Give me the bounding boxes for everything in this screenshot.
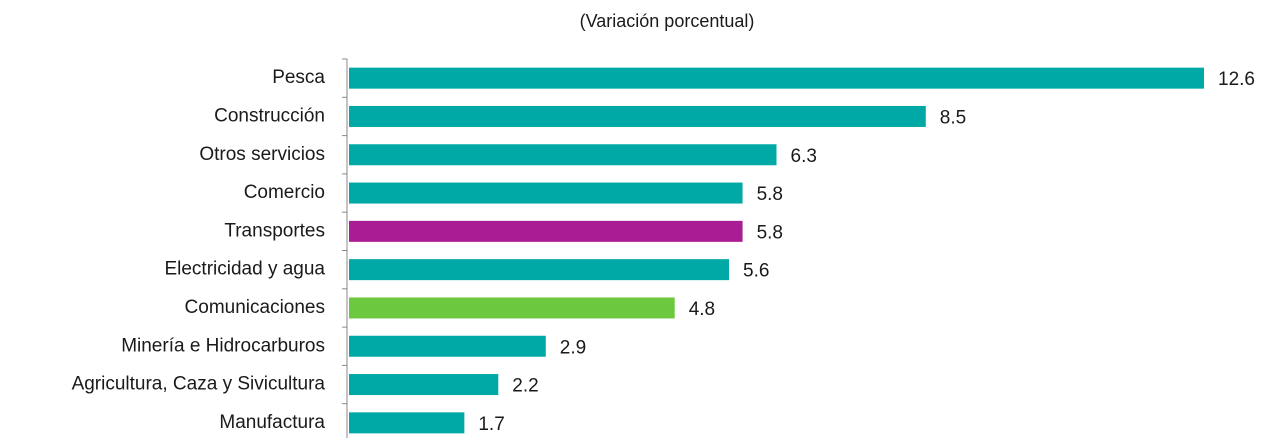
value-label: 1.7 <box>478 414 504 435</box>
value-label: 2.2 <box>512 376 538 397</box>
value-label: 5.6 <box>743 261 769 282</box>
category-label: Construcción <box>214 105 325 126</box>
category-label: Comercio <box>244 182 325 203</box>
bar <box>349 374 499 396</box>
value-label: 6.3 <box>791 146 817 167</box>
value-label: 5.8 <box>757 222 783 243</box>
chart-title: (Variación porcentual) <box>580 11 755 31</box>
value-label: 12.6 <box>1218 69 1255 90</box>
bar <box>349 297 675 319</box>
bar <box>349 220 743 242</box>
bar <box>349 412 465 434</box>
bar <box>349 144 777 166</box>
category-label: Electricidad y agua <box>164 259 325 280</box>
value-label: 8.5 <box>940 107 966 128</box>
bar <box>349 182 743 204</box>
bar <box>349 335 546 357</box>
category-label: Comunicaciones <box>185 297 325 318</box>
value-label: 2.9 <box>560 337 586 358</box>
category-label: Otros servicios <box>199 144 325 165</box>
value-label: 4.8 <box>689 299 715 320</box>
bar <box>349 67 1204 89</box>
bar <box>349 259 729 281</box>
value-label: 5.8 <box>757 184 783 205</box>
category-label: Transportes <box>224 220 325 241</box>
category-label: Minería e Hidrocarburos <box>121 335 325 356</box>
category-label: Manufactura <box>219 412 325 433</box>
category-label: Agricultura, Caza y Sivicultura <box>72 374 326 395</box>
bar <box>349 105 926 127</box>
category-label: Pesca <box>272 67 325 88</box>
